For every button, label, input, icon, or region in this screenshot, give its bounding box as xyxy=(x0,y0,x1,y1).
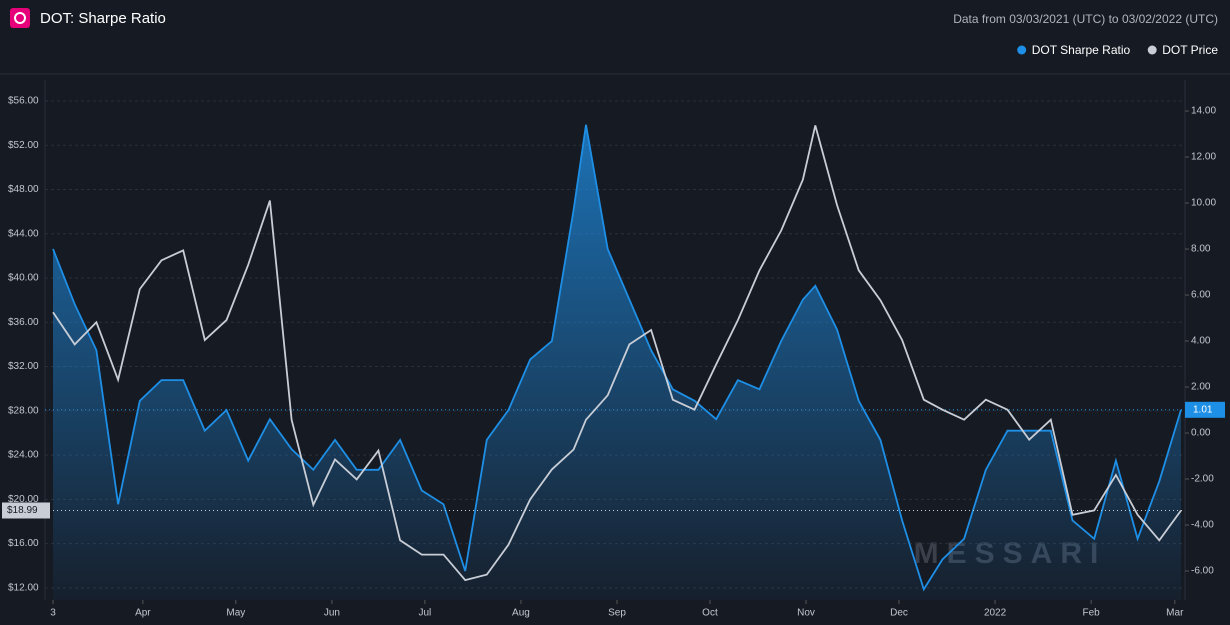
current-value-badge xyxy=(2,502,50,519)
y2-tick-label: -4.00 xyxy=(1191,520,1214,531)
y-tick-label: $52.00 xyxy=(8,140,39,151)
y2-tick-label: 14.00 xyxy=(1191,106,1216,117)
current-value-label: 1.01 xyxy=(1193,404,1213,415)
logo xyxy=(10,8,30,28)
x-tick-label: Nov xyxy=(797,608,815,619)
chart-title: DOT: Sharpe Ratio xyxy=(40,10,166,27)
y-tick-label: $40.00 xyxy=(8,273,39,284)
x-tick-label: Apr xyxy=(135,608,151,619)
y-tick-label: $56.00 xyxy=(8,96,39,107)
current-value-label: $18.99 xyxy=(7,505,38,516)
logo-mark xyxy=(14,12,26,24)
y-tick-label: $32.00 xyxy=(8,361,39,372)
legend-label: DOT Price xyxy=(1162,43,1218,57)
y2-tick-label: 10.00 xyxy=(1191,198,1216,209)
y2-tick-label: 8.00 xyxy=(1191,244,1211,255)
chart-subtitle: Data from 03/03/2021 (UTC) to 03/02/2022… xyxy=(953,12,1218,26)
y-tick-label: $48.00 xyxy=(8,184,39,195)
y2-tick-label: 6.00 xyxy=(1191,290,1211,301)
y2-tick-label: -2.00 xyxy=(1191,474,1214,485)
x-tick-label: Aug xyxy=(512,608,530,619)
x-tick-label: May xyxy=(226,608,245,619)
y-tick-label: $16.00 xyxy=(8,538,39,549)
y2-tick-label: 0.00 xyxy=(1191,428,1211,439)
x-tick-label: Jul xyxy=(418,608,431,619)
y2-tick-label: 12.00 xyxy=(1191,152,1216,163)
x-tick-label: Dec xyxy=(890,608,908,619)
y2-tick-label: 4.00 xyxy=(1191,336,1211,347)
x-tick-label: Jun xyxy=(324,608,340,619)
x-tick-label: Feb xyxy=(1083,608,1101,619)
current-value-badge xyxy=(1185,401,1225,418)
area xyxy=(53,124,1181,601)
series-line xyxy=(52,125,1182,582)
x-tick-label: 2022 xyxy=(984,608,1007,619)
x-tick-label: Sep xyxy=(608,608,626,619)
y2-tick-label: -6.00 xyxy=(1191,566,1214,577)
x-tick-label: 3 xyxy=(50,608,56,619)
y-tick-label: $20.00 xyxy=(8,494,39,505)
series-line xyxy=(52,124,1182,592)
legend-swatch xyxy=(1147,45,1157,55)
legend-swatch xyxy=(1017,45,1027,55)
x-tick-label: Oct xyxy=(702,608,718,619)
y-tick-label: $36.00 xyxy=(8,317,39,328)
y-tick-label: $44.00 xyxy=(8,228,39,239)
y-tick-label: $12.00 xyxy=(8,582,39,593)
y-tick-label: $24.00 xyxy=(8,450,39,461)
legend-label: DOT Sharpe Ratio xyxy=(1032,43,1131,57)
y-tick-label: $28.00 xyxy=(8,405,39,416)
y2-tick-label: 2.00 xyxy=(1191,382,1211,393)
x-tick-label: Mar xyxy=(1166,608,1184,619)
